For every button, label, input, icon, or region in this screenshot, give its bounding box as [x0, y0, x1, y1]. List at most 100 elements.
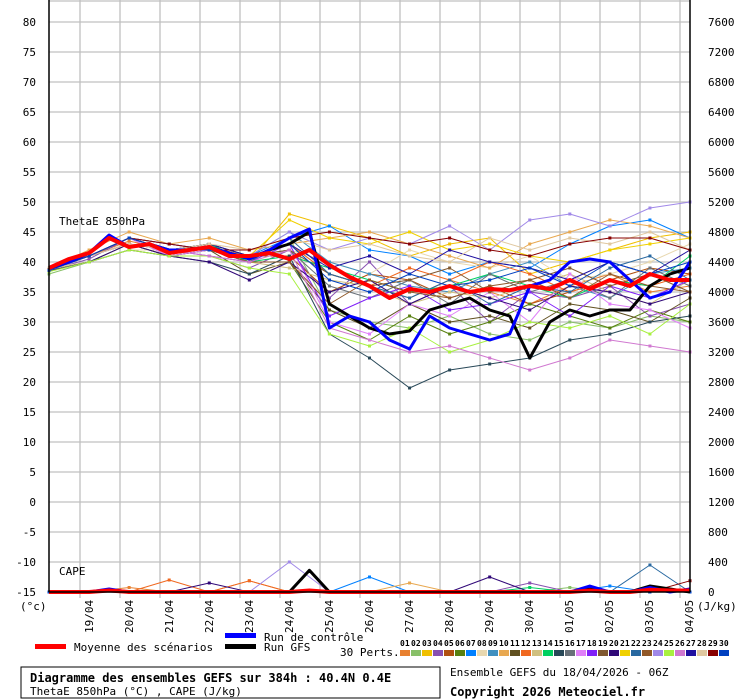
legend-mean-swatch [35, 644, 66, 649]
pert-26-thetae-line-point [287, 248, 291, 252]
pert-21-thetae-line-point [608, 248, 612, 252]
x-tick-label: 28/04 [443, 600, 456, 633]
legend-pert-number: 20 [609, 639, 619, 648]
pert-10-cape-line-point [408, 581, 412, 585]
y-right-tick-label: 5200 [708, 196, 735, 209]
y-left-tick-label: 15 [23, 406, 36, 419]
y-right-tick-label: 0 [708, 586, 715, 599]
y-left-tick-label: -5 [23, 526, 36, 539]
x-tick-label: 22/04 [203, 600, 216, 633]
pert-21-thetae-line-point [648, 242, 652, 246]
y-right-tick-label: 7200 [708, 46, 735, 59]
legend-pert-number: 15 [554, 639, 564, 648]
pert-30-thetae-line-point [368, 290, 371, 294]
pert-17-thetae-line-point [568, 272, 572, 276]
y-right-tick-label: 4400 [708, 256, 735, 269]
pert-21-thetae-line-point [488, 242, 492, 246]
legend-pert-swatch [664, 650, 674, 656]
pert-19-thetae-line-point [448, 266, 452, 270]
y-left-tick-label: 25 [23, 346, 36, 359]
legend-pert-number: 25 [664, 639, 674, 648]
pert-03-thetae-line-point [448, 242, 452, 246]
pert-29-thetae-line-point [448, 236, 452, 240]
mean-thetae-line [48, 236, 690, 300]
legend-pert-number: 17 [576, 639, 586, 648]
pert-24-cape-line-point [287, 560, 291, 564]
legend-control-swatch [225, 633, 256, 638]
pert-25-thetae-line-point [87, 260, 91, 264]
pert-29-thetae-line-point [608, 236, 612, 240]
pert-06-thetae-line-point [528, 302, 532, 306]
legend-pert-swatch [510, 650, 520, 656]
pert-25-thetae-line-point [167, 254, 171, 258]
pert-29-thetae-line-point [488, 248, 492, 252]
pert-22-thetae-line-point [327, 272, 331, 276]
pert-26-thetae-line-point [568, 356, 572, 360]
y-left-tick-label: 55 [23, 166, 36, 179]
pert-28-thetae-line-point [207, 242, 211, 246]
legend-pert-number: 09 [488, 639, 498, 648]
legend-pert-swatch [521, 650, 531, 656]
pert-10-thetae-line-point [448, 254, 452, 258]
pert-21-thetae-line-point [287, 218, 291, 222]
legend-pert-number: 03 [422, 639, 432, 648]
y-left-tick-label: 60 [23, 136, 36, 149]
pert-25-thetae-line-point [247, 266, 251, 270]
pert-26-thetae-line-point [207, 254, 211, 258]
pert-25-thetae-line-point [648, 332, 652, 336]
legend-pert-swatch [675, 650, 685, 656]
legend-pert-swatch [719, 650, 729, 656]
pert-07-thetae-line-point [448, 272, 452, 276]
pert-30-thetae-line-point [488, 278, 492, 282]
pert-11-thetae-line-point [488, 314, 492, 318]
legend-mean-label: Moyenne des scénarios [74, 641, 213, 654]
pert-28-thetae-line-point [568, 236, 572, 240]
pert-29-thetae-line-point [568, 242, 572, 246]
legend-pert-swatch [642, 650, 652, 656]
y-right-tick-label: 6800 [708, 76, 735, 89]
pert-27-thetae-line-point [488, 260, 492, 264]
legend-gfs-swatch [225, 644, 256, 649]
pert-26-thetae-line-point [648, 344, 652, 348]
pert-28-thetae-line-point [448, 260, 452, 264]
pert-20-thetae-line-point [408, 302, 412, 306]
pert-01-cape-line-point [127, 586, 131, 589]
pert-15-thetae-line-point [448, 368, 452, 372]
legend-pert-swatch [488, 650, 498, 656]
pert-20-thetae-line-point [608, 290, 612, 294]
legend-pert-number: 11 [510, 639, 520, 648]
pert-08-thetae-line-point [648, 260, 652, 264]
legend-pert-swatch [477, 650, 487, 656]
pert-28-thetae-line-point [648, 230, 652, 234]
pert-15-thetae-line-point [608, 332, 612, 336]
legend-pert-number: 02 [411, 639, 421, 648]
pert-13-thetae-line-point [287, 266, 291, 270]
pert-28-thetae-line-point [488, 236, 492, 240]
legend-pert-swatch [653, 650, 663, 656]
pert-29-thetae-line-point [167, 242, 171, 246]
legend-pert-swatch [422, 650, 432, 656]
pert-24-thetae-line-point [448, 224, 452, 228]
pert-23-thetae-line-point [408, 290, 412, 294]
pert-10-thetae-line-point [648, 224, 652, 228]
legend-pert-number: 07 [466, 639, 476, 648]
legend-pert-number: 30 [719, 639, 729, 648]
pert-24-thetae-line-point [608, 224, 612, 228]
x-tick-label: 04/05 [683, 600, 696, 633]
pert-07-thetae-line-point [648, 218, 652, 222]
pert-24-thetae-line-point [648, 206, 652, 210]
pert-18-thetae-line-point [528, 290, 532, 294]
pert-16-thetae-line-point [327, 284, 331, 288]
legend-pert-number: 13 [532, 639, 542, 648]
pert-30-thetae-line-point [568, 284, 572, 288]
pert-26-thetae-line-point [448, 344, 452, 348]
pert-29-thetae-line-point [408, 242, 412, 246]
pert-16-thetae-line-point [488, 272, 492, 276]
legend-pert-number: 10 [499, 639, 509, 648]
x-tick-label: 23/04 [243, 600, 256, 633]
pert-20-thetae-line-point [528, 308, 532, 312]
y-right-tick-label: 1200 [708, 496, 735, 509]
pert-14-cape-line-point [528, 586, 532, 589]
legend-pert-number: 22 [631, 639, 641, 648]
